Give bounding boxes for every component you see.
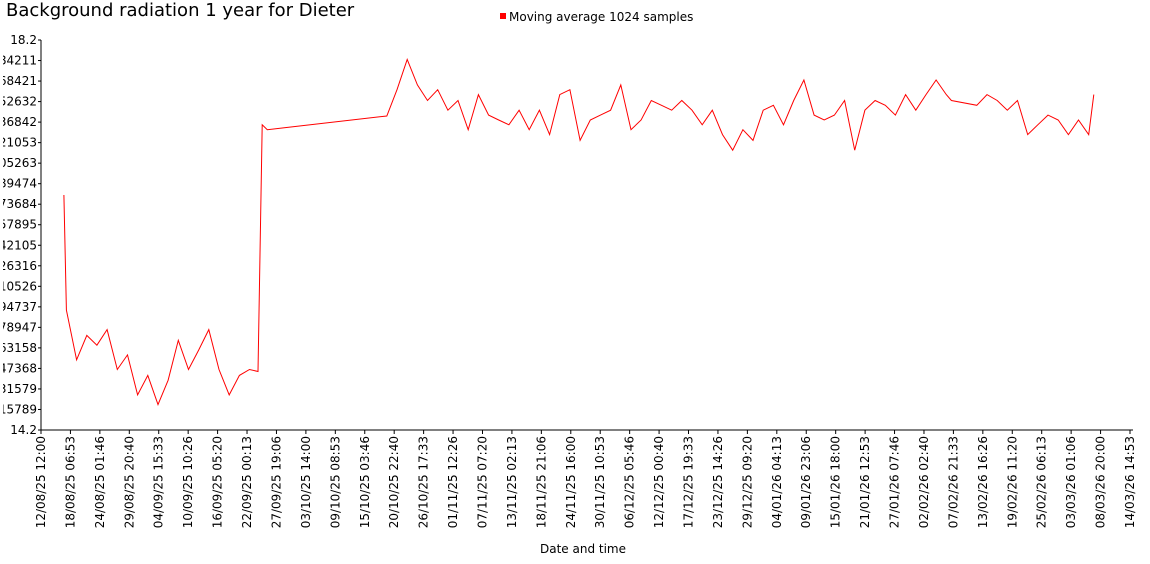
y-tick-label: 14.410526315789 xyxy=(0,402,37,416)
x-tick-label: 16/09/25 05:20 xyxy=(211,436,225,528)
x-tick-label: 27/09/25 19:06 xyxy=(269,436,283,528)
x-tick-label: 15/01/26 18:00 xyxy=(829,436,843,528)
y-tick-label: 15.252631578947 xyxy=(0,320,37,334)
y-tick-label: 17.989473684211 xyxy=(0,54,37,68)
x-tick-label: 03/10/25 14:00 xyxy=(299,436,313,528)
x-tick-label: 21/01/26 12:53 xyxy=(858,436,872,528)
x-tick-label: 03/03/26 01:06 xyxy=(1064,436,1078,528)
x-tick-label: 13/11/25 02:13 xyxy=(505,436,519,528)
y-tick-labels: 14.2 14.410526315789 14.621052631579 14.831… xyxy=(0,33,37,437)
y-tick-label: 15.673684210526 xyxy=(0,279,37,293)
x-tick-label: 19/02/26 11:20 xyxy=(1005,436,1019,528)
x-tick-label: 23/12/25 14:26 xyxy=(711,436,725,528)
x-tick-label: 25/02/26 06:13 xyxy=(1035,436,1049,528)
x-tick-label: 20/10/25 22:40 xyxy=(387,436,401,528)
y-tick-label: 14.831578947368 xyxy=(0,361,37,375)
x-tick-label: 18/08/25 06:53 xyxy=(63,436,77,528)
y-tick-label: 15.042105263158 xyxy=(0,341,37,355)
x-tick-label: 24/11/25 16:00 xyxy=(564,436,578,528)
x-tick-label: 29/08/25 20:40 xyxy=(122,436,136,528)
y-tick-label: 16.726315789474 xyxy=(0,177,37,191)
x-tick-label: 12/08/25 12:00 xyxy=(34,436,48,528)
x-tick-label: 13/02/26 16:26 xyxy=(976,436,990,528)
x-tick-label: 07/02/26 21:33 xyxy=(946,436,960,528)
legend-swatch xyxy=(500,13,506,19)
x-tick-label: 26/10/25 17:33 xyxy=(417,436,431,528)
x-tick-label: 10/09/25 10:26 xyxy=(181,436,195,528)
y-tick-label: 15.463157894737 xyxy=(0,300,37,314)
x-axis-label: Date and time xyxy=(540,542,626,556)
x-tick-label: 06/12/25 05:46 xyxy=(623,436,637,528)
y-tick-label: 17.147368421053 xyxy=(0,136,37,150)
x-tick-label: 17/12/25 19:33 xyxy=(682,436,696,528)
y-tick-label: 17.778947368421 xyxy=(0,74,37,88)
y-tick-label: 18.2 xyxy=(10,33,37,47)
x-tick-label: 08/03/26 20:00 xyxy=(1094,436,1108,528)
legend-label: Moving average 1024 samples xyxy=(509,10,693,24)
x-tick-label: 15/10/25 03:46 xyxy=(358,436,372,528)
y-tick-label: 17.568421052632 xyxy=(0,95,37,109)
y-tick-label: 14.621052631579 xyxy=(0,382,37,396)
x-tick-label: 04/09/25 15:33 xyxy=(152,436,166,528)
y-tick-label: 16.305263157895 xyxy=(0,218,37,232)
y-tick-label: 16.094736842105 xyxy=(0,238,37,252)
x-tick-label: 02/02/26 02:40 xyxy=(917,436,931,528)
x-tick-label: 12/12/25 00:40 xyxy=(652,436,666,528)
x-tick-label: 24/08/25 01:46 xyxy=(93,436,107,528)
y-tick-label: 16.936842105263 xyxy=(0,156,37,170)
x-tick-label: 27/01/26 07:46 xyxy=(888,436,902,528)
y-tick-label: 16.515789473684 xyxy=(0,197,37,211)
y-tick-label: 14.2 xyxy=(10,423,37,437)
x-tick-label: 07/11/25 07:20 xyxy=(475,436,489,528)
y-tick-label: 15.884210526316 xyxy=(0,259,37,273)
x-tick-label: 01/11/25 12:26 xyxy=(446,436,460,528)
y-tick-label: 17.357894736842 xyxy=(0,115,37,129)
x-tick-label: 14/03/26 14:53 xyxy=(1123,436,1137,528)
x-tick-label: 29/12/25 09:20 xyxy=(740,436,754,528)
x-tick-label: 30/11/25 10:53 xyxy=(593,436,607,528)
x-tick-label: 09/10/25 08:53 xyxy=(328,436,342,528)
x-tick-label: 04/01/26 04:13 xyxy=(770,436,784,528)
x-tick-label: 22/09/25 00:13 xyxy=(240,436,254,528)
chart-title: Background radiation 1 year for Dieter xyxy=(6,0,355,21)
x-tick-label: 18/11/25 21:06 xyxy=(534,436,548,528)
x-tick-label: 09/01/26 23:06 xyxy=(799,436,813,528)
data-line xyxy=(63,58,1095,407)
